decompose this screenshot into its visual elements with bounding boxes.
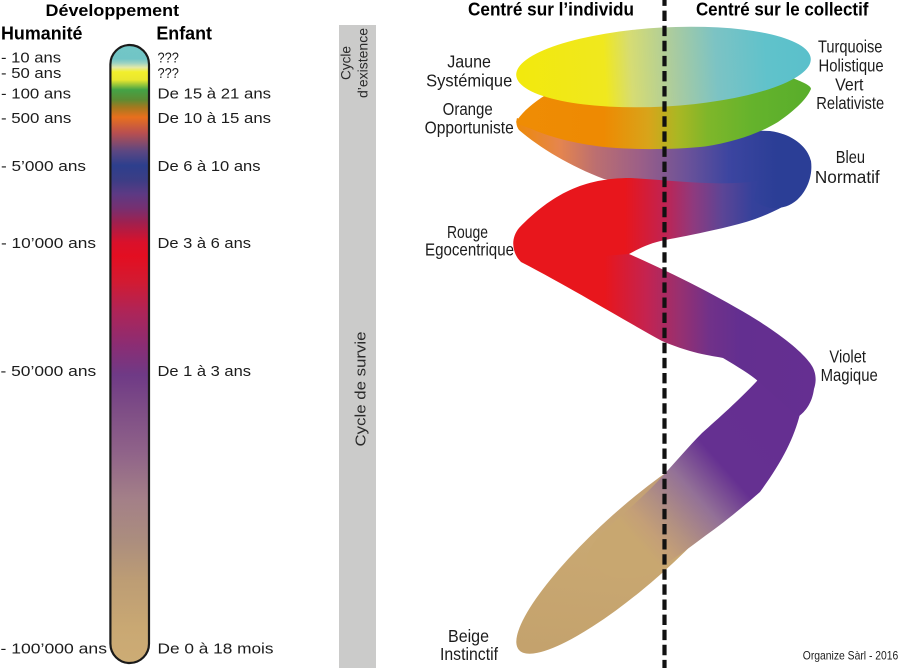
svg-text:- 50’000 ans: - 50’000 ans (1, 363, 97, 380)
svg-text:- 100 ans: - 100 ans (1, 85, 71, 102)
svg-text:Turquoise: Turquoise (818, 37, 883, 57)
svg-text:- 5’000 ans: - 5’000 ans (1, 158, 86, 175)
svg-text:???: ??? (158, 49, 179, 66)
svg-text:Instinctif: Instinctif (440, 644, 498, 664)
svg-text:De 0 à 18 mois: De 0 à 18 mois (158, 641, 274, 658)
svg-text:De 10 à 15 ans: De 10 à 15 ans (158, 110, 272, 127)
svg-text:Beige: Beige (448, 626, 489, 646)
svg-text:Holistique: Holistique (819, 55, 884, 75)
svg-text:Normatif: Normatif (815, 167, 880, 187)
svg-text:Humanité: Humanité (1, 23, 83, 44)
svg-text:- 500 ans: - 500 ans (1, 110, 71, 127)
svg-text:Systémique: Systémique (426, 71, 512, 91)
svg-text:Rouge: Rouge (447, 222, 488, 242)
svg-text:De 15 à 21 ans: De 15 à 21 ans (158, 85, 272, 102)
svg-text:De 3 à 6 ans: De 3 à 6 ans (158, 235, 252, 252)
svg-text:Violet: Violet (829, 347, 866, 367)
svg-text:Centré sur le collectif: Centré sur le collectif (696, 0, 869, 19)
svg-text:Organize Sàrl - 2016: Organize Sàrl - 2016 (803, 649, 899, 663)
svg-text:- 10 ans: - 10 ans (1, 49, 61, 66)
svg-text:Vert: Vert (835, 75, 863, 95)
svg-text:d’existence: d’existence (356, 28, 371, 98)
svg-text:- 50 ans: - 50 ans (1, 65, 61, 82)
svg-text:- 10’000 ans: - 10’000 ans (1, 235, 96, 252)
svg-text:???: ??? (158, 65, 179, 82)
svg-text:Relativiste: Relativiste (816, 93, 884, 113)
svg-text:Enfant: Enfant (156, 23, 212, 44)
svg-text:Cycle de survie: Cycle de survie (354, 332, 370, 447)
svg-text:Bleu: Bleu (836, 147, 865, 167)
svg-text:- 100’000 ans: - 100’000 ans (1, 641, 107, 658)
svg-text:Magique: Magique (821, 365, 878, 385)
svg-text:Opportuniste: Opportuniste (425, 117, 514, 137)
svg-text:Egocentrique: Egocentrique (425, 240, 514, 260)
svg-text:Centré sur l’individu: Centré sur l’individu (468, 0, 634, 20)
svg-text:Orange: Orange (443, 99, 493, 119)
svg-text:De 1 à 3 ans: De 1 à 3 ans (158, 363, 252, 380)
svg-text:Jaune: Jaune (447, 52, 491, 72)
svg-text:De 6 à 10 ans: De 6 à 10 ans (158, 158, 261, 175)
svg-text:Cycle: Cycle (339, 46, 354, 80)
svg-text:Développement: Développement (46, 1, 180, 20)
